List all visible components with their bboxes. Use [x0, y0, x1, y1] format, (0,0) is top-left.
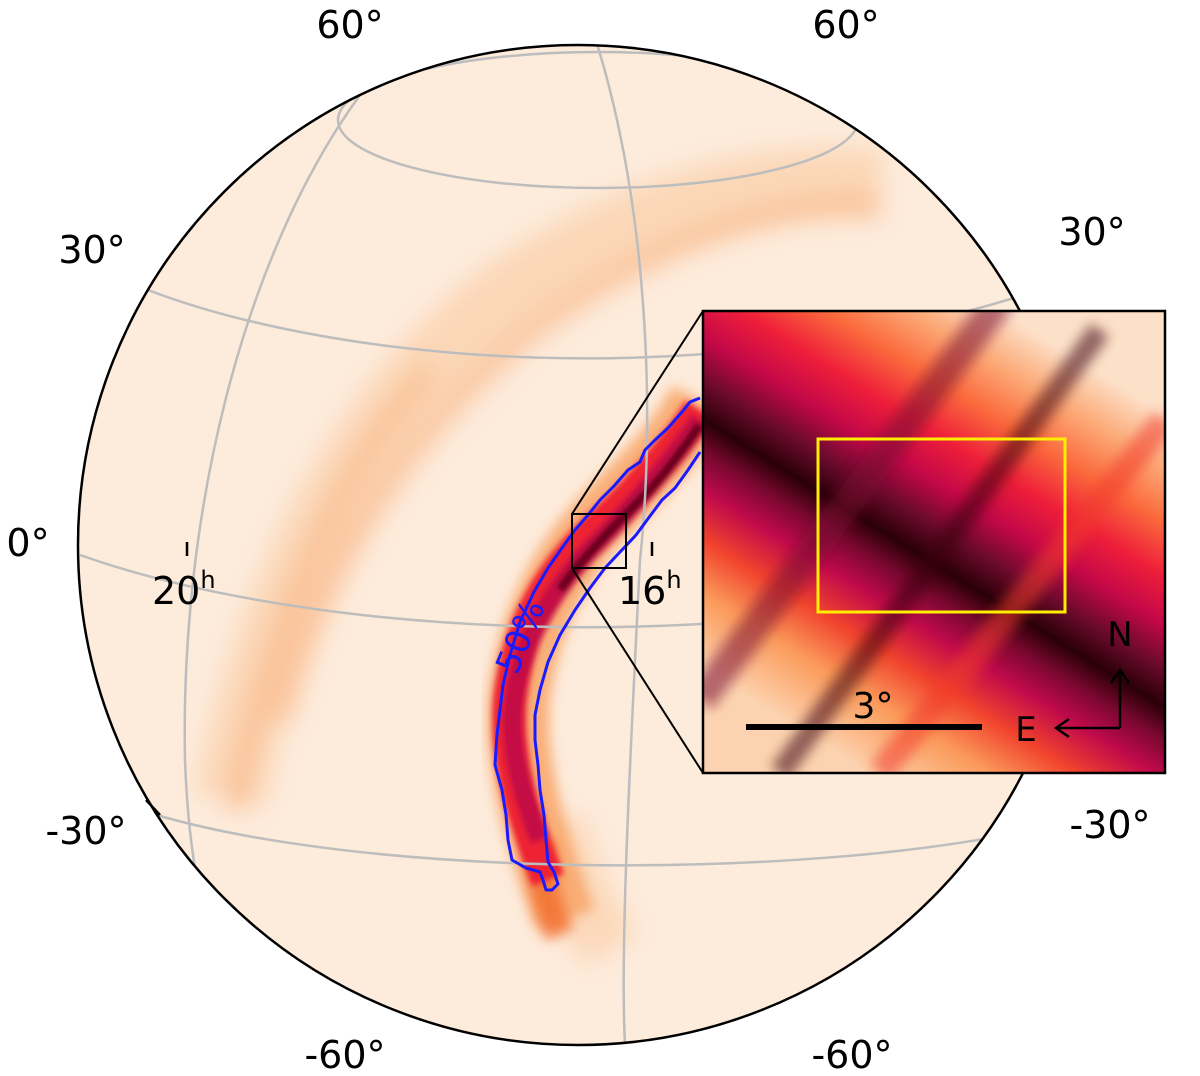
ra-16h-label: 16h [618, 566, 682, 613]
compass [1053, 667, 1131, 739]
east-label: E [1015, 710, 1036, 750]
dec-minus30-label-right: -30° [1069, 803, 1150, 847]
dec-60-label-left: 60° [316, 3, 383, 47]
inset-frame [701, 309, 1167, 775]
ra-20h-label: 20h [152, 566, 216, 613]
zoom-connector-bottom [571, 567, 704, 774]
inset-texture [703, 311, 1165, 773]
globe [78, 45, 1078, 1045]
axis-labels: 60° 60° 30° 30° 0° -30° -30° -60° -60° 2… [6, 3, 1150, 1076]
scale-bar-label: 3° [853, 686, 894, 727]
dec-60-label-right: 60° [812, 3, 879, 47]
inset-panel: 3° N E [701, 309, 1167, 775]
zoom-source-box [571, 513, 627, 569]
dec-30-label-right: 30° [1058, 210, 1125, 254]
dec-0-label-left: 0° [6, 521, 49, 565]
north-label: N [1107, 615, 1132, 655]
dec-minus30-label-left: -30° [45, 809, 126, 853]
dec-minus30-line [139, 808, 1031, 867]
dec-minus60-label-left: -60° [304, 1033, 385, 1076]
zoom-connector-top [571, 310, 704, 515]
ra-16h-line [588, 45, 649, 1045]
dec-30-label-left: 30° [58, 228, 125, 272]
dec-minus30-tick [145, 799, 161, 816]
dec-minus60-label-right: -60° [811, 1033, 892, 1076]
contour-50-percent [493, 396, 702, 892]
inset-highlight-box [816, 437, 1067, 614]
